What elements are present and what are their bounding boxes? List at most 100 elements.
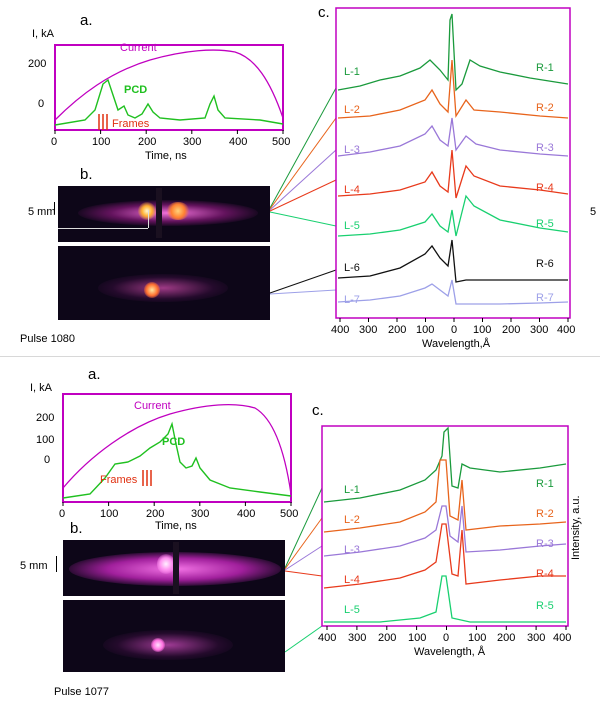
spectra-xtick: 200	[388, 324, 407, 336]
spectrum-label-right: R-3	[536, 538, 554, 550]
panel2-frames-label: Frames	[100, 474, 138, 486]
panel2-ytick-0: 0	[44, 454, 51, 466]
panel1-frames-label: Frames	[112, 118, 150, 130]
panel2-scale-label: 5 mm	[20, 560, 48, 572]
panel2-label-a: a.	[88, 366, 101, 383]
spectrum-label-right: R-5	[536, 600, 554, 612]
spectra-xtick: 300	[527, 632, 546, 644]
spectrum-label-left: L-5	[344, 604, 360, 616]
panel1-scale-bar	[54, 202, 55, 214]
panel2-current-trace	[62, 403, 292, 495]
panel1-xtick: 200	[138, 136, 157, 148]
panel2-y-unit: I, kA	[30, 382, 53, 394]
panel1-pcd-label: PCD	[124, 84, 148, 96]
panel2-spectra-frame	[321, 425, 569, 627]
panel2-pcd-trace	[62, 421, 292, 499]
spectrum-label-right: R-7	[536, 292, 554, 304]
panel2-spectra-x-label: Wavelength, Å	[414, 646, 486, 658]
spectrum-label-left: L-2	[344, 104, 360, 116]
panel1-svg	[54, 7, 571, 322]
spectrum-label-left: L-3	[344, 544, 360, 556]
spectra-xtick: 400	[557, 324, 576, 336]
spectrum-label-left: L-1	[344, 484, 360, 496]
panel2-xtick: 0	[59, 508, 66, 520]
panel1-label-a: a.	[80, 12, 93, 29]
spectra-xtick: 200	[378, 632, 397, 644]
panel1-waveform-frame	[54, 44, 284, 131]
panel1-pcd-trace	[54, 78, 284, 126]
spectrum-label-left: L-3	[344, 144, 360, 156]
spectrum-label-left: L-5	[344, 220, 360, 232]
spectrum-label-left: L-4	[344, 184, 360, 196]
spectra-xtick: 300	[359, 324, 378, 336]
spectrum-label-left: L-4	[344, 574, 360, 586]
spectrum-label-right: R-4	[536, 182, 554, 194]
panel1-plasma-image-2	[58, 246, 270, 320]
spectrum-label-right: R-4	[536, 568, 554, 580]
panel1-plasma-image-1	[58, 186, 270, 242]
spectrum-label-right: R-3	[536, 142, 554, 154]
spectrum-label-right: R-2	[536, 508, 554, 520]
spectra-xtick: 200	[497, 632, 516, 644]
panel1-xtick: 100	[92, 136, 111, 148]
spectrum-label-left: L-2	[344, 514, 360, 526]
panel2-waveform-frame	[62, 393, 292, 503]
panel1-scale-label: 5 mm	[28, 206, 56, 218]
spectrum-label-right: R-6	[536, 258, 554, 270]
panel2-xtick: 300	[191, 508, 210, 520]
spectrum-label-left: L-1	[344, 66, 360, 78]
spectra-xtick: 400	[331, 324, 350, 336]
panel1-current-label: Current	[120, 42, 157, 54]
panel1-y-unit: I, kA	[32, 28, 55, 40]
panel1-spectra-x-label: Wavelength,Å	[422, 338, 491, 350]
spectra-xtick: 300	[348, 632, 367, 644]
spectra-xtick: 0	[443, 632, 450, 644]
panel1-xtick: 0	[51, 136, 58, 148]
panel2-svg	[62, 393, 569, 653]
panel2-intensity-label: Intensity, a.u.	[570, 495, 582, 560]
panel2-ytick-100: 100	[36, 434, 55, 446]
panel1-pulse-label: Pulse 1080	[20, 333, 76, 345]
spectra-xtick: 100	[473, 324, 492, 336]
panel1-spectra-frame	[335, 7, 571, 319]
spectra-xtick: 0	[451, 324, 458, 336]
panel2-xtick: 400	[237, 508, 256, 520]
panel2-ytick-200: 200	[36, 412, 55, 424]
spectrum-label-right: R-1	[536, 62, 554, 74]
panel2-current-label: Current	[134, 400, 171, 412]
spectrum-label-right: R-1	[536, 478, 554, 490]
panel1-current-trace	[54, 49, 284, 121]
panel1-x-label: Time, ns	[145, 150, 187, 162]
panel1-edge-char: 5	[590, 206, 597, 218]
spectra-xtick: 100	[408, 632, 427, 644]
panel2-plasma-image-2	[63, 600, 285, 672]
panel2-pcd-label: PCD	[162, 436, 186, 448]
spectrum-label-right: R-2	[536, 102, 554, 114]
panel2-scale-bar	[56, 556, 57, 572]
panel1-label-b: b.	[80, 166, 93, 183]
panel2-xtick: 200	[146, 508, 165, 520]
panel2-xtick: 100	[100, 508, 119, 520]
panel2-x-label: Time, ns	[155, 520, 197, 532]
spectra-xtick: 300	[530, 324, 549, 336]
panel2-pulse-label: Pulse 1077	[54, 686, 110, 698]
panel2-xtick: 500	[280, 508, 299, 520]
spectra-xtick: 400	[553, 632, 572, 644]
panel1-ytick-0: 0	[38, 98, 45, 110]
panel1-ytick-200: 200	[28, 58, 47, 70]
panel2-plasma-image-1	[63, 540, 285, 596]
spectra-xtick: 400	[318, 632, 337, 644]
panel2-label-b: b.	[70, 520, 83, 537]
panel1-label-c: c.	[318, 4, 330, 21]
spectrum-label-left: L-6	[344, 262, 360, 274]
spectra-xtick: 200	[502, 324, 521, 336]
figure-divider	[0, 356, 600, 357]
spectra-xtick: 100	[416, 324, 435, 336]
panel1-xtick: 500	[272, 136, 291, 148]
panel2-label-c: c.	[312, 402, 324, 419]
panel1-xtick: 400	[229, 136, 248, 148]
panel1-xtick: 300	[183, 136, 202, 148]
spectrum-label-right: R-5	[536, 218, 554, 230]
spectrum-label-left: L-7	[344, 294, 360, 306]
spectra-xtick: 100	[468, 632, 487, 644]
